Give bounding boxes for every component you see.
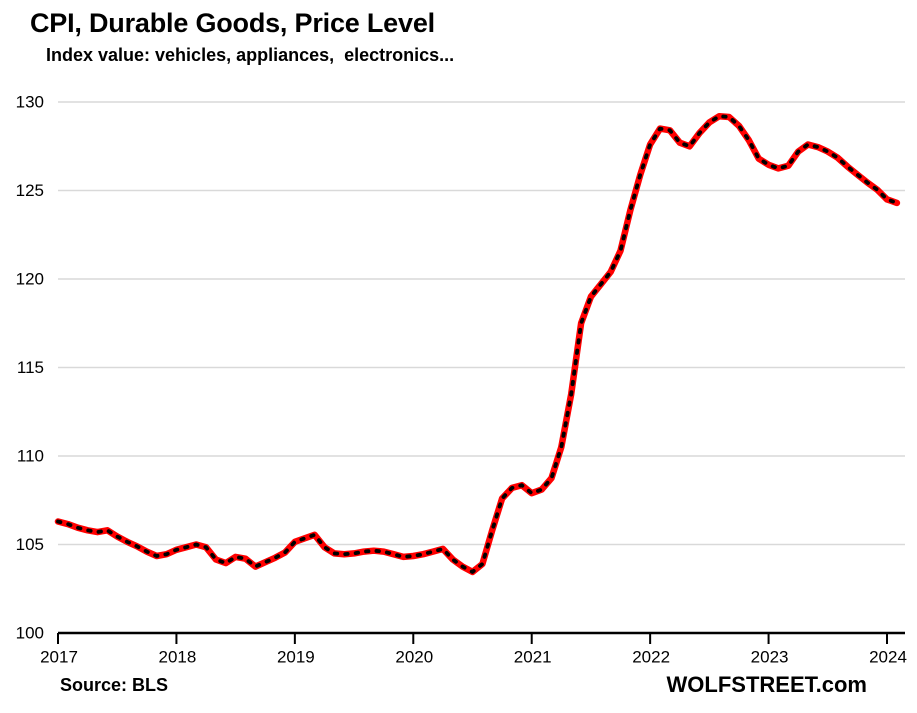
chart-title: CPI, Durable Goods, Price Level (30, 8, 435, 38)
x-axis-label-2021: 2021 (514, 648, 552, 667)
y-axis-label-120: 120 (16, 270, 44, 289)
x-axis-label-2024: 2024 (869, 648, 907, 667)
x-axis-label-2023: 2023 (751, 648, 789, 667)
source-note: Source: BLS (60, 675, 169, 695)
y-axis-label-125: 125 (16, 181, 44, 200)
wolfstreet-watermark: WOLFSTREET.com (666, 672, 867, 697)
x-axis-label-2019: 2019 (277, 648, 315, 667)
y-axis-label-110: 110 (17, 447, 44, 466)
y-axis-label-115: 115 (17, 358, 44, 377)
price-line (54, 112, 901, 576)
x-axis-label-2018: 2018 (159, 648, 197, 667)
price-line-dash-overlay (56, 114, 899, 574)
x-axis-label-2022: 2022 (632, 648, 670, 667)
x-axis-label-2020: 2020 (395, 648, 433, 667)
y-axis-label-105: 105 (16, 535, 44, 554)
chart-subtitle: Index value: vehicles, appliances, elect… (46, 45, 455, 65)
y-axis-label-130: 130 (16, 93, 44, 112)
y-axis-label-100: 100 (16, 624, 44, 643)
x-axis-label-2017: 2017 (40, 648, 78, 667)
